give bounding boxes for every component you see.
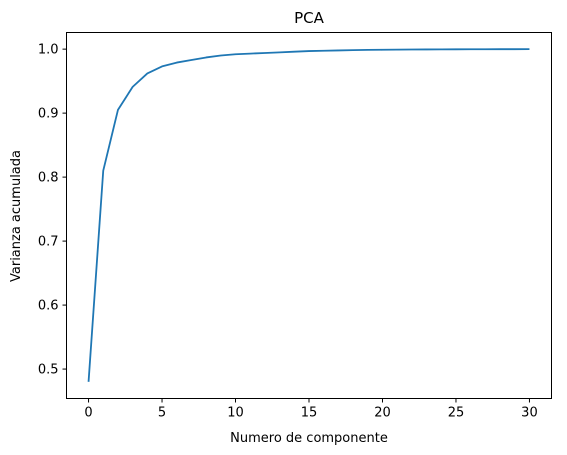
plot-frame — [66, 32, 552, 399]
y-tick-label: 1.0 — [38, 43, 59, 58]
x-tick-label: 0 — [84, 406, 92, 421]
x-tick-label: 20 — [374, 406, 391, 421]
y-tick-label: 0.5 — [38, 363, 59, 378]
x-axis-label: Numero de componente — [230, 431, 388, 446]
y-tick-label: 0.7 — [38, 235, 59, 250]
plot-area — [87, 48, 530, 382]
x-tick-label: 10 — [227, 406, 244, 421]
x-tick-label: 15 — [301, 406, 318, 421]
x-tick-label: 30 — [521, 406, 538, 421]
y-tick-label: 0.9 — [38, 107, 59, 122]
chart-title: PCA — [294, 9, 325, 27]
y-axis-label: Varianza acumulada — [9, 150, 24, 282]
x-tick-label: 5 — [158, 406, 166, 421]
series-line — [87, 48, 530, 382]
x-axis-ticks: 0 5 10 15 20 25 30 — [84, 398, 538, 421]
y-axis-ticks: 0.5 0.6 0.7 0.8 0.9 1.0 — [38, 43, 67, 378]
x-tick-label: 25 — [448, 406, 465, 421]
y-tick-label: 0.6 — [38, 299, 59, 314]
y-tick-label: 0.8 — [38, 171, 59, 186]
